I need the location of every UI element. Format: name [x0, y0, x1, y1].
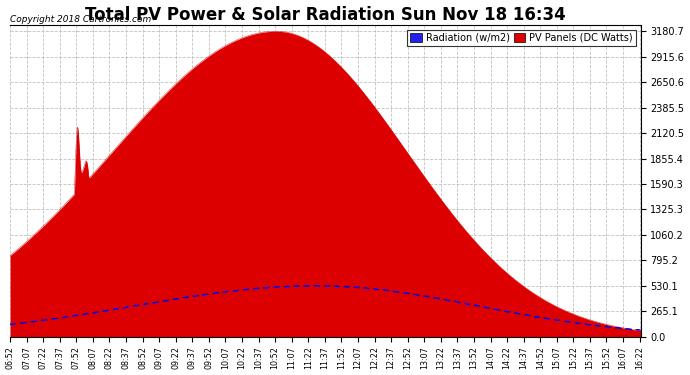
Text: Copyright 2018 Cartronics.com: Copyright 2018 Cartronics.com [10, 15, 151, 24]
Title: Total PV Power & Solar Radiation Sun Nov 18 16:34: Total PV Power & Solar Radiation Sun Nov… [85, 6, 566, 24]
Legend: Radiation (w/m2), PV Panels (DC Watts): Radiation (w/m2), PV Panels (DC Watts) [407, 30, 636, 46]
